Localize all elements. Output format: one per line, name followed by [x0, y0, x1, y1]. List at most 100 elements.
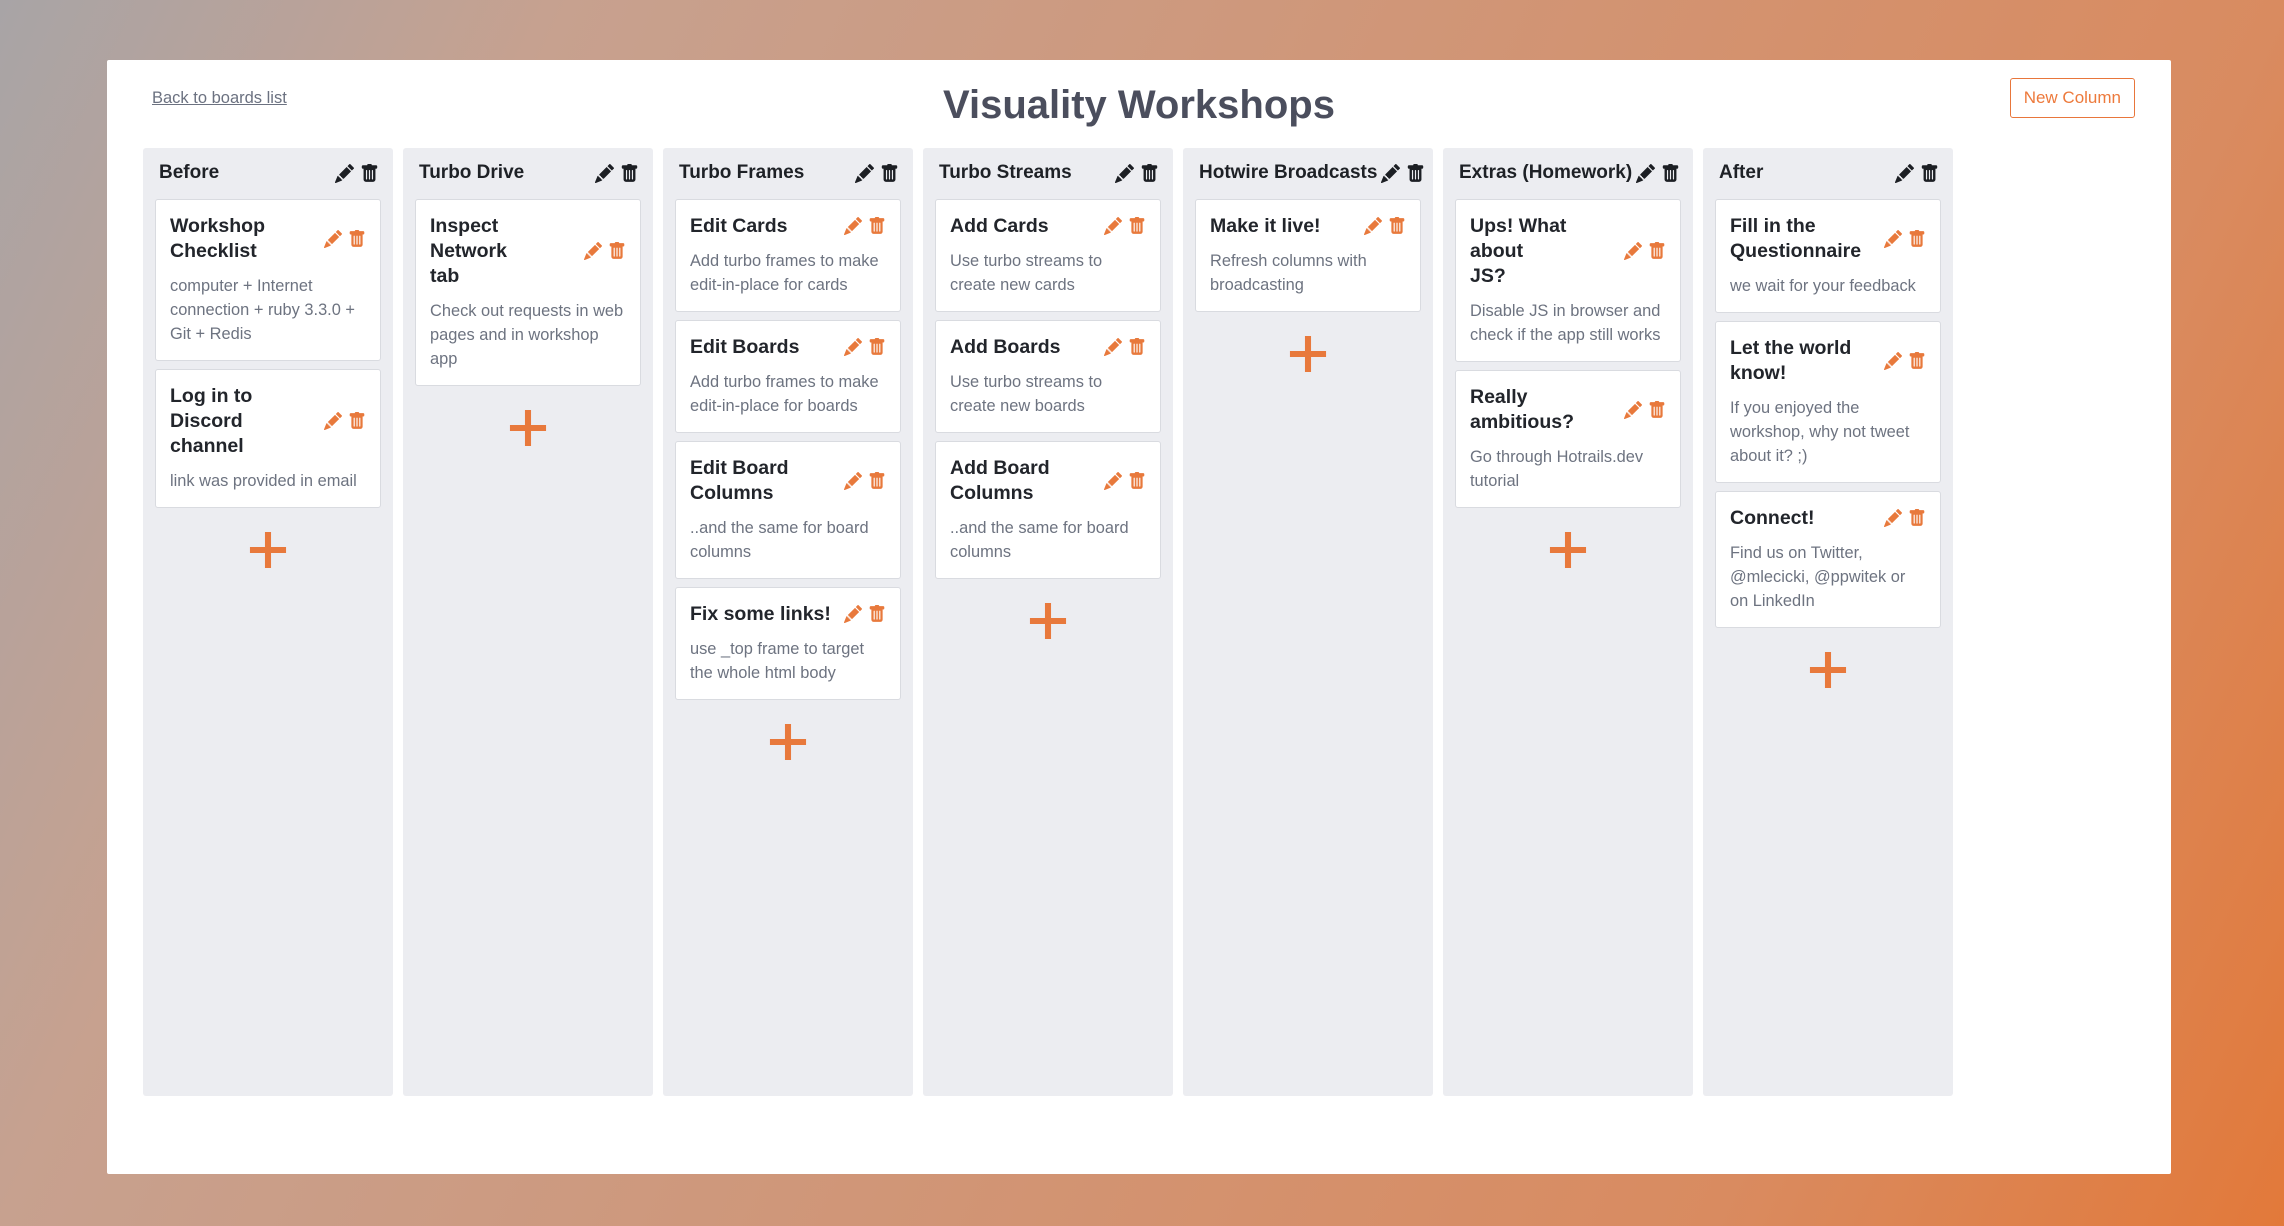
add-card-button[interactable]	[1806, 648, 1850, 692]
delete-card-button[interactable]	[868, 338, 886, 356]
delete-card-button[interactable]	[1388, 217, 1406, 235]
delete-card-button[interactable]	[1908, 351, 1926, 370]
edit-card-button[interactable]	[324, 229, 342, 248]
back-to-boards-link[interactable]: Back to boards list	[152, 89, 287, 107]
trash-icon	[1661, 163, 1680, 183]
board-column: Extras (Homework) Ups! What about JS?	[1443, 148, 1693, 1096]
add-card-button[interactable]	[506, 406, 550, 450]
delete-card-button[interactable]	[1128, 217, 1146, 235]
add-card-button[interactable]	[246, 528, 290, 572]
edit-column-button[interactable]	[1381, 163, 1401, 183]
edit-card-button[interactable]	[1884, 229, 1902, 248]
delete-card-button[interactable]	[1648, 400, 1666, 419]
kanban-card[interactable]: Edit Board Columns ..and the same for bo…	[675, 440, 901, 579]
edit-column-button[interactable]	[1636, 163, 1656, 183]
edit-card-button[interactable]	[1104, 217, 1122, 236]
board-column: Turbo Drive Inspect Network tab	[403, 148, 653, 1096]
kanban-card[interactable]: Add Board Columns ..and the same for boa…	[935, 440, 1161, 579]
delete-card-button[interactable]	[1908, 229, 1926, 248]
kanban-card[interactable]: Let the world know! If you enjoyed the w…	[1715, 320, 1941, 483]
kanban-card[interactable]: Fix some links! use _top frame to target…	[675, 586, 901, 700]
edit-column-button[interactable]	[1895, 163, 1914, 183]
card-actions	[1364, 217, 1406, 236]
edit-card-button[interactable]	[1884, 509, 1902, 528]
edit-card-button[interactable]	[324, 412, 342, 431]
delete-column-button[interactable]	[360, 163, 379, 183]
kanban-card[interactable]: Fill in the Questionnaire we wait for yo…	[1715, 198, 1941, 313]
edit-card-button[interactable]	[1364, 217, 1382, 236]
delete-card-button[interactable]	[868, 471, 886, 490]
card-description: Use turbo streams to create new cards	[950, 251, 1103, 294]
card-title: Really ambitious?	[1470, 385, 1575, 433]
edit-card-button[interactable]	[1624, 400, 1642, 419]
kanban-card[interactable]: Edit Cards Add turbo frames to make edit…	[675, 198, 901, 312]
kanban-card[interactable]: Log in to Discord channel link was provi…	[155, 368, 381, 508]
column-header: Turbo Streams	[935, 160, 1161, 185]
edit-card-button[interactable]	[1624, 242, 1642, 261]
column-header: Turbo Frames	[675, 160, 901, 185]
edit-column-button[interactable]	[335, 163, 354, 183]
edit-column-button[interactable]	[855, 163, 874, 183]
kanban-card[interactable]: Workshop Checklist computer + Internet c…	[155, 198, 381, 361]
edit-card-button[interactable]	[1104, 338, 1122, 357]
delete-card-button[interactable]	[1908, 509, 1926, 527]
delete-column-button[interactable]	[1920, 163, 1939, 183]
column-title: Turbo Frames	[679, 162, 805, 183]
edit-column-button[interactable]	[1115, 163, 1134, 183]
delete-column-button[interactable]	[1661, 163, 1680, 183]
cards-list: Ups! What about JS? Disable JS in browse…	[1455, 198, 1681, 508]
trash-icon	[1908, 351, 1926, 370]
column-actions	[1115, 163, 1159, 183]
delete-card-button[interactable]	[1128, 338, 1146, 356]
delete-card-button[interactable]	[1128, 471, 1146, 490]
trash-icon	[608, 242, 626, 260]
kanban-card[interactable]: Edit Boards Add turbo frames to make edi…	[675, 319, 901, 433]
delete-column-button[interactable]	[1406, 163, 1425, 183]
edit-card-button[interactable]	[1884, 351, 1902, 370]
edit-card-button[interactable]	[844, 338, 862, 357]
edit-card-button[interactable]	[844, 605, 862, 624]
trash-icon	[868, 605, 886, 623]
kanban-card[interactable]: Really ambitious? Go through Hotrails.de…	[1455, 369, 1681, 508]
kanban-card[interactable]: Ups! What about JS? Disable JS in browse…	[1455, 198, 1681, 362]
pencil-icon	[1895, 163, 1914, 183]
delete-card-button[interactable]	[1648, 242, 1666, 260]
card-description: Refresh columns with broadcasting	[1210, 251, 1367, 294]
add-card-button[interactable]	[1026, 599, 1070, 643]
delete-card-button[interactable]	[868, 217, 886, 235]
kanban-card[interactable]: Add Cards Use turbo streams to create ne…	[935, 198, 1161, 312]
trash-icon	[1648, 242, 1666, 260]
pencil-icon	[1884, 229, 1902, 248]
edit-card-button[interactable]	[584, 242, 602, 261]
delete-card-button[interactable]	[608, 242, 626, 260]
delete-card-button[interactable]	[348, 412, 366, 430]
kanban-card[interactable]: Inspect Network tab Check out requests i…	[415, 198, 641, 386]
kanban-card[interactable]: Make it live! Refresh columns with broad…	[1195, 198, 1421, 312]
pencil-icon	[1624, 242, 1642, 261]
card-description: Go through Hotrails.dev tutorial	[1470, 447, 1644, 490]
delete-column-button[interactable]	[620, 163, 639, 183]
delete-column-button[interactable]	[1140, 163, 1159, 183]
card-description: link was provided in email	[170, 471, 357, 490]
column-header: Extras (Homework)	[1455, 160, 1681, 185]
column-title: Hotwire Broadcasts	[1199, 162, 1378, 183]
delete-card-button[interactable]	[868, 605, 886, 623]
delete-column-button[interactable]	[880, 163, 899, 183]
add-card-button[interactable]	[766, 720, 810, 764]
pencil-icon	[1884, 351, 1902, 370]
card-description: Check out requests in web pages and in w…	[430, 301, 624, 368]
add-card-button[interactable]	[1286, 332, 1330, 376]
kanban-card[interactable]: Add Boards Use turbo streams to create n…	[935, 319, 1161, 433]
card-description: Use turbo streams to create new boards	[950, 372, 1103, 415]
add-card-button[interactable]	[1546, 528, 1590, 572]
edit-column-button[interactable]	[595, 163, 614, 183]
pencil-icon	[855, 163, 874, 183]
edit-card-button[interactable]	[1104, 471, 1122, 490]
delete-card-button[interactable]	[348, 229, 366, 248]
edit-card-button[interactable]	[844, 217, 862, 236]
new-column-button[interactable]: New Column	[2009, 78, 2135, 118]
edit-card-button[interactable]	[844, 471, 862, 490]
card-title: Add Board Columns	[950, 456, 1050, 504]
trash-icon	[348, 412, 366, 430]
kanban-card[interactable]: Connect! Find us on Twitter, @mlecicki, …	[1715, 490, 1941, 628]
